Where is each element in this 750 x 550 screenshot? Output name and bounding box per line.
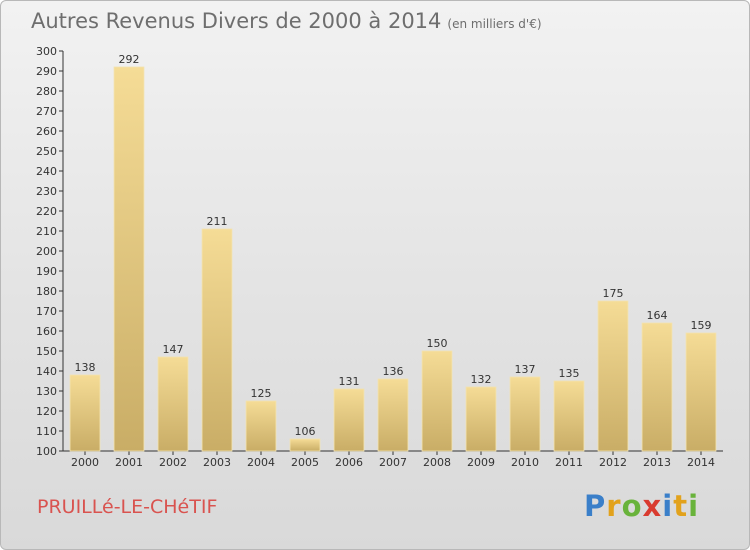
bar bbox=[377, 378, 409, 452]
data-label: 175 bbox=[603, 287, 624, 300]
y-tick-label: 170 bbox=[36, 305, 57, 318]
x-tick-label: 2013 bbox=[643, 456, 671, 469]
data-label: 136 bbox=[383, 365, 404, 378]
commune-name: PRUILLé-LE-CHéTIF bbox=[37, 496, 218, 518]
data-label: 292 bbox=[119, 53, 140, 66]
data-label: 150 bbox=[427, 337, 448, 350]
y-tick-label: 190 bbox=[36, 265, 57, 278]
logo-letter: i bbox=[688, 489, 700, 523]
y-tick-label: 160 bbox=[36, 325, 57, 338]
y-tick-label: 180 bbox=[36, 285, 57, 298]
y-tick-label: 130 bbox=[36, 385, 57, 398]
data-label: 125 bbox=[251, 387, 272, 400]
x-tick-label: 2011 bbox=[555, 456, 583, 469]
y-tick-label: 150 bbox=[36, 345, 57, 358]
bar bbox=[201, 228, 233, 452]
data-label: 132 bbox=[471, 373, 492, 386]
data-label: 131 bbox=[339, 375, 360, 388]
bar bbox=[69, 374, 101, 452]
x-tick-label: 2014 bbox=[687, 456, 715, 469]
bar bbox=[641, 322, 673, 452]
bar bbox=[421, 350, 453, 452]
x-tick-label: 2012 bbox=[599, 456, 627, 469]
y-tick-label: 200 bbox=[36, 245, 57, 258]
bar bbox=[509, 376, 541, 452]
proxiti-logo: Proxiti bbox=[584, 489, 699, 523]
chart-unit: (en milliers d'€) bbox=[447, 17, 542, 31]
y-tick-label: 120 bbox=[36, 405, 57, 418]
y-tick-label: 240 bbox=[36, 165, 57, 178]
logo-letter: i bbox=[662, 489, 674, 523]
x-tick-label: 2005 bbox=[291, 456, 319, 469]
logo-letter: r bbox=[606, 489, 622, 523]
data-label: 106 bbox=[295, 425, 316, 438]
data-label: 159 bbox=[691, 319, 712, 332]
data-label: 135 bbox=[559, 367, 580, 380]
x-tick-label: 2010 bbox=[511, 456, 539, 469]
logo-letter: x bbox=[642, 489, 663, 523]
chart-title-text: Autres Revenus Divers de 2000 à 2014 bbox=[31, 9, 442, 33]
logo-letter: o bbox=[621, 489, 643, 523]
y-tick-label: 210 bbox=[36, 225, 57, 238]
bars: 138 292 147 211 125 106 131 136 150 132 137 135 175 1… bbox=[69, 53, 717, 452]
chart-title: Autres Revenus Divers de 2000 à 2014 (en … bbox=[31, 9, 542, 33]
bar bbox=[685, 332, 717, 452]
x-tick-label: 2003 bbox=[203, 456, 231, 469]
bar bbox=[333, 388, 365, 452]
bar bbox=[245, 400, 277, 452]
y-tick-label: 220 bbox=[36, 205, 57, 218]
x-tick-label: 2008 bbox=[423, 456, 451, 469]
bar bbox=[553, 380, 585, 452]
y-tick-label: 110 bbox=[36, 425, 57, 438]
x-tick-label: 2000 bbox=[71, 456, 99, 469]
y-tick-label: 260 bbox=[36, 125, 57, 138]
bar bbox=[289, 438, 321, 452]
x-tick-label: 2006 bbox=[335, 456, 363, 469]
data-label: 137 bbox=[515, 363, 536, 376]
x-tick-label: 2004 bbox=[247, 456, 275, 469]
axes: 100 110 120 130 140 150 160 170 180 190 200 210 220 2… bbox=[36, 45, 723, 469]
y-tick-label: 250 bbox=[36, 145, 57, 158]
x-tick-label: 2007 bbox=[379, 456, 407, 469]
bar bbox=[157, 356, 189, 452]
bar bbox=[465, 386, 497, 452]
logo-letter: P bbox=[584, 489, 607, 523]
y-tick-label: 100 bbox=[36, 445, 57, 458]
y-tick-label: 230 bbox=[36, 185, 57, 198]
y-tick-label: 290 bbox=[36, 65, 57, 78]
x-tick-label: 2001 bbox=[115, 456, 143, 469]
data-label: 211 bbox=[207, 215, 228, 228]
data-label: 147 bbox=[163, 343, 184, 356]
y-tick-label: 140 bbox=[36, 365, 57, 378]
x-tick-label: 2002 bbox=[159, 456, 187, 469]
y-tick-label: 300 bbox=[36, 45, 57, 58]
logo-letter: t bbox=[673, 489, 689, 523]
bar bbox=[113, 66, 145, 452]
x-tick-label: 2009 bbox=[467, 456, 495, 469]
y-tick-label: 270 bbox=[36, 105, 57, 118]
bar bbox=[597, 300, 629, 452]
y-tick-label: 280 bbox=[36, 85, 57, 98]
data-label: 138 bbox=[75, 361, 96, 374]
data-label: 164 bbox=[647, 309, 668, 322]
